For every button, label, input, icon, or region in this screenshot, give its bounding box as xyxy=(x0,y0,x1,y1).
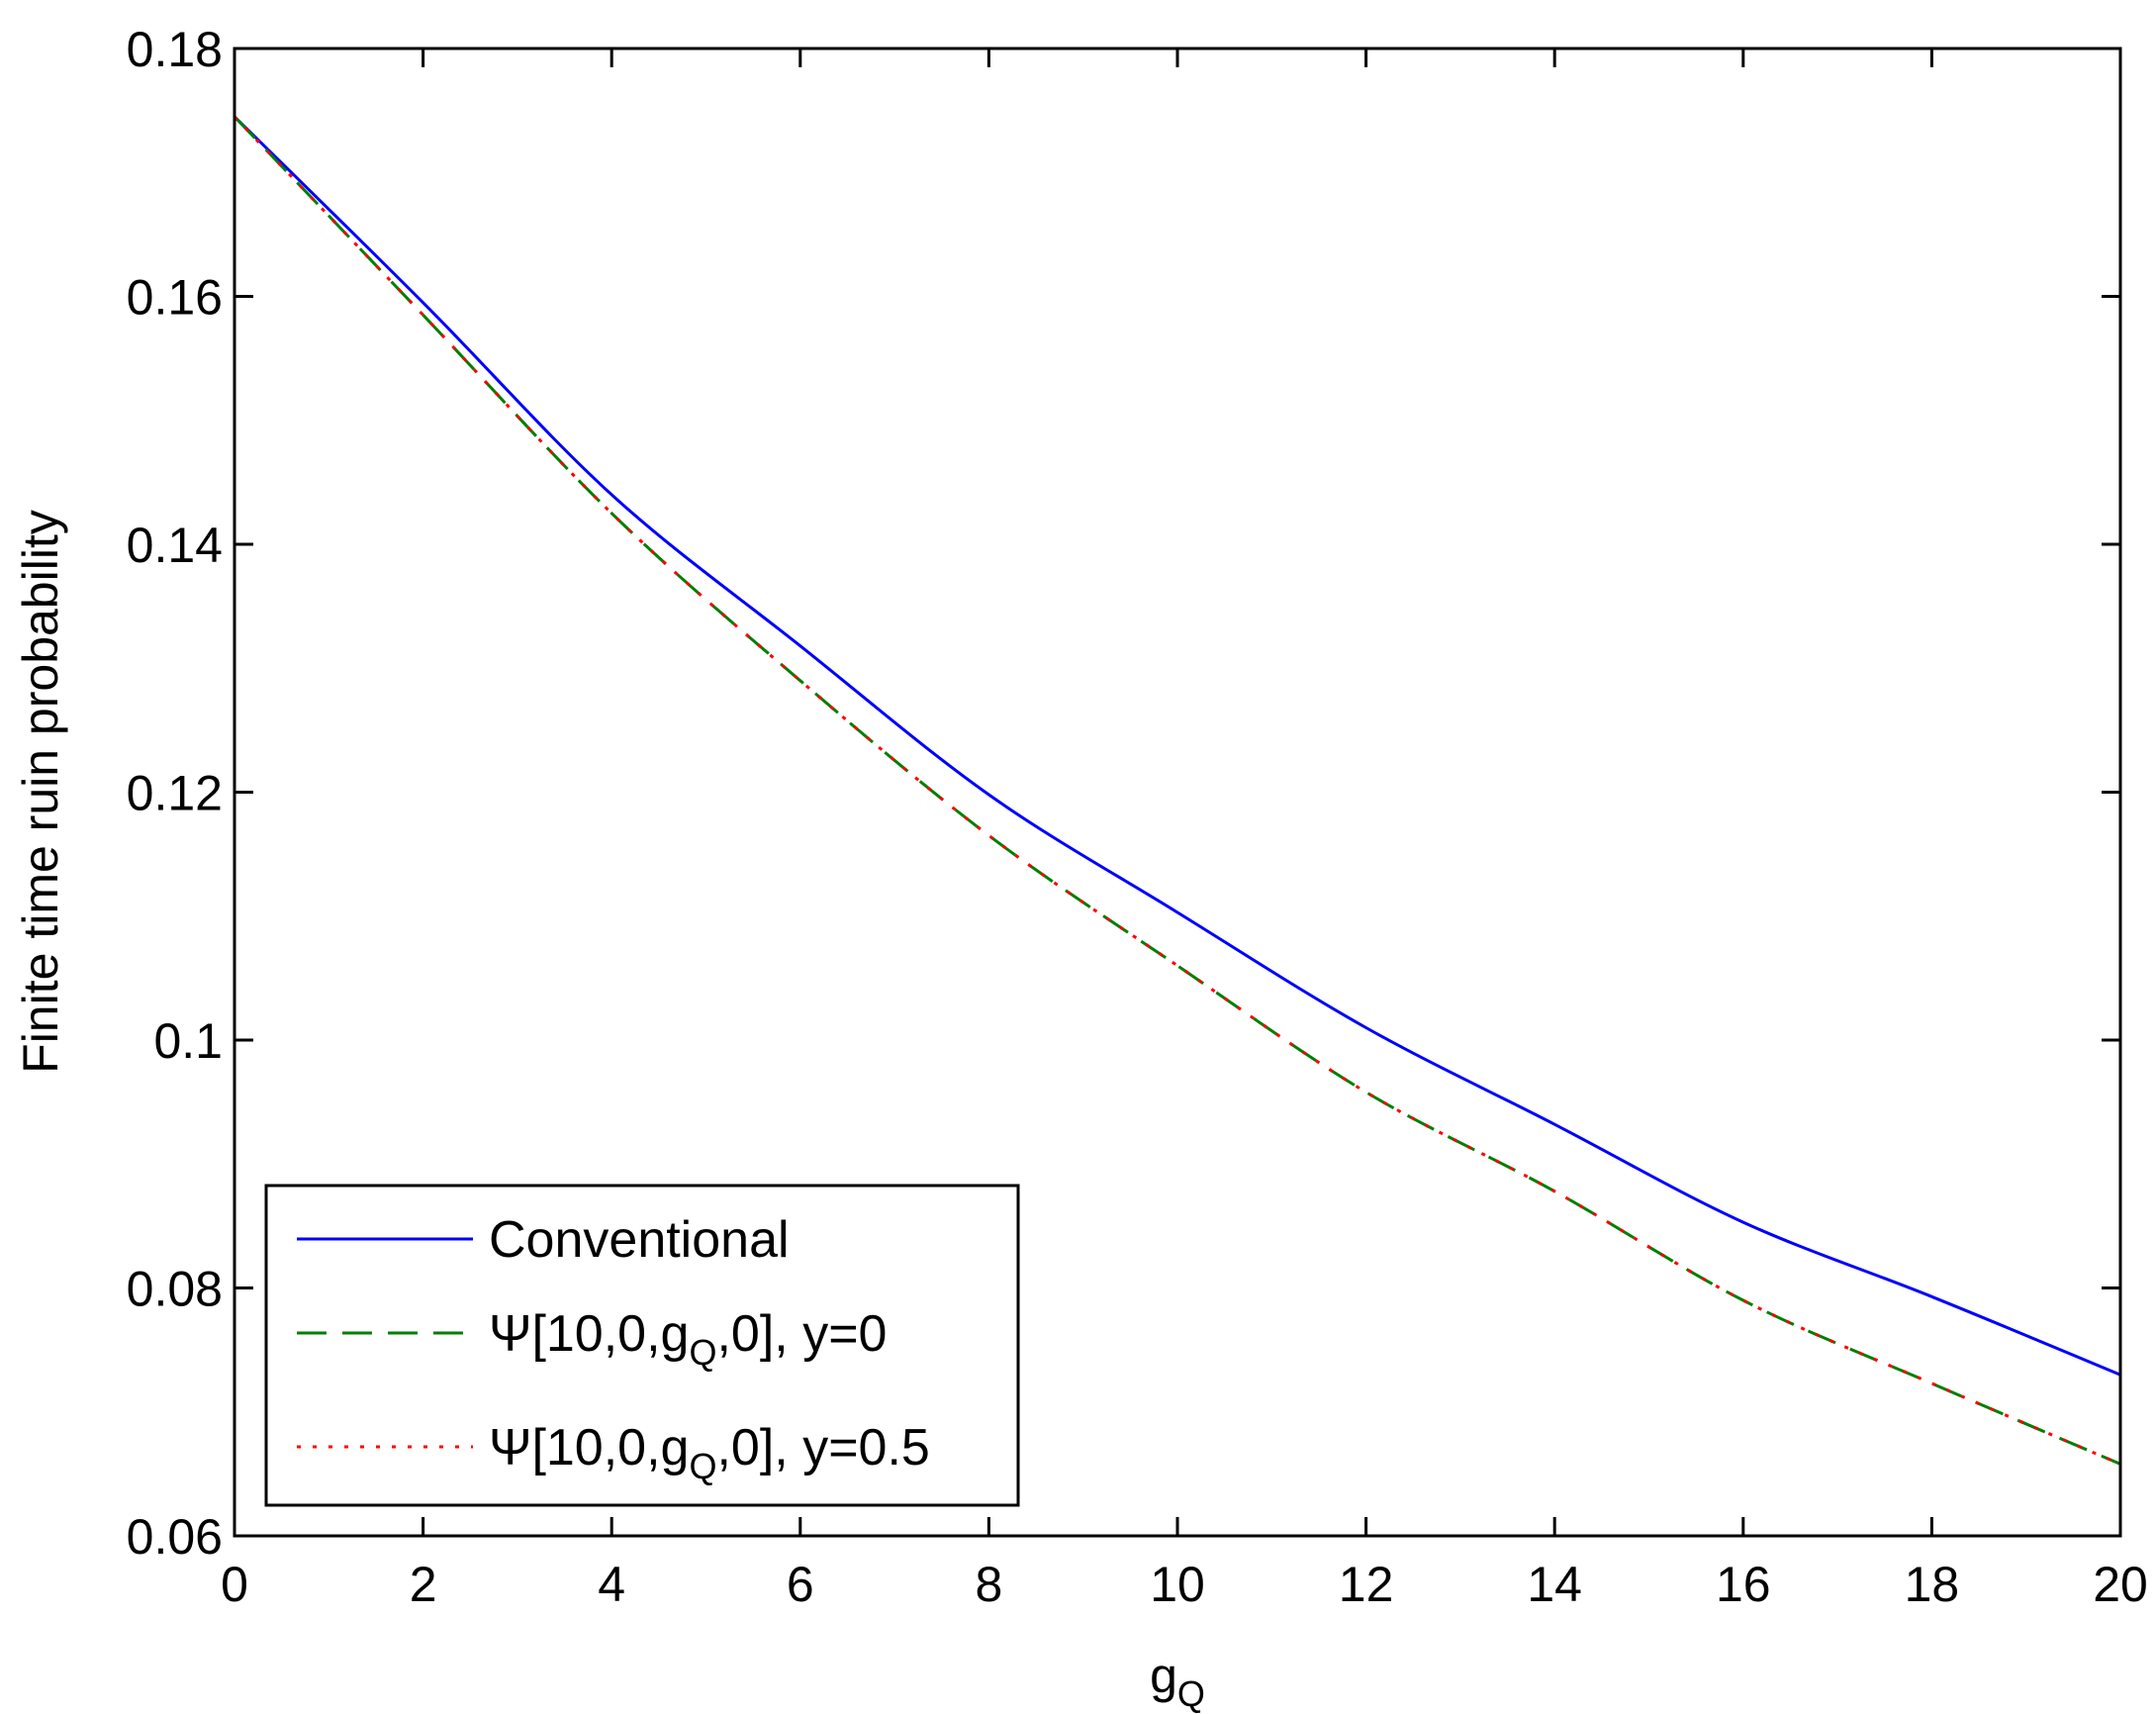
y-tick-label: 0.08 xyxy=(127,1262,223,1317)
x-axis-label-main: g xyxy=(1150,1648,1177,1703)
series-line-2 xyxy=(233,115,2121,1466)
legend: Conventional Ψ[10,0,gQ,0], y=0 Ψ[10,0,gQ,0… xyxy=(264,1184,1020,1507)
x-tick-label: 14 xyxy=(1527,1557,1582,1612)
series-line-0 xyxy=(233,115,2121,1377)
x-tick-label: 16 xyxy=(1716,1557,1771,1612)
x-tick-label: 6 xyxy=(787,1557,814,1612)
x-tick-label: 10 xyxy=(1150,1557,1205,1612)
tick-layer: 0 2 4 6 8 10 12 14 16 18 20 0.06 0.08 0.1 0.12 0.14 0.16… xyxy=(127,22,2148,1612)
x-tick-label: 2 xyxy=(410,1557,437,1612)
x-tick-label: 20 xyxy=(2093,1557,2148,1612)
legend-entries: Conventional Ψ[10,0,gQ,0], y=0 Ψ[10,0,gQ,0… xyxy=(297,1211,930,1486)
x-tick-label: 18 xyxy=(1905,1557,1960,1612)
x-tick-label: 12 xyxy=(1339,1557,1394,1612)
x-tick-label: 8 xyxy=(975,1557,1002,1612)
legend-label-1: Ψ[10,0,gQ,0], y=0 xyxy=(489,1305,887,1373)
y-tick-label: 0.18 xyxy=(127,22,223,77)
legend-label-2: Ψ[10,0,gQ,0], y=0.5 xyxy=(489,1419,930,1486)
legend-label-0: Conventional xyxy=(489,1211,790,1269)
y-tick-label: 0.14 xyxy=(127,518,223,573)
y-axis-label: Finite time ruin probability xyxy=(13,510,68,1074)
x-axis-label-sub: Q xyxy=(1177,1673,1205,1714)
y-tick-label: 0.16 xyxy=(127,270,223,326)
x-tick-label: 0 xyxy=(221,1557,248,1612)
y-tick-label: 0.1 xyxy=(153,1013,223,1069)
series-layer xyxy=(233,115,2121,1466)
y-tick-label: 0.12 xyxy=(127,766,223,821)
x-tick-label: 4 xyxy=(598,1557,625,1612)
x-axis-label: gQ xyxy=(1150,1648,1205,1714)
y-tick-label: 0.06 xyxy=(127,1509,223,1565)
